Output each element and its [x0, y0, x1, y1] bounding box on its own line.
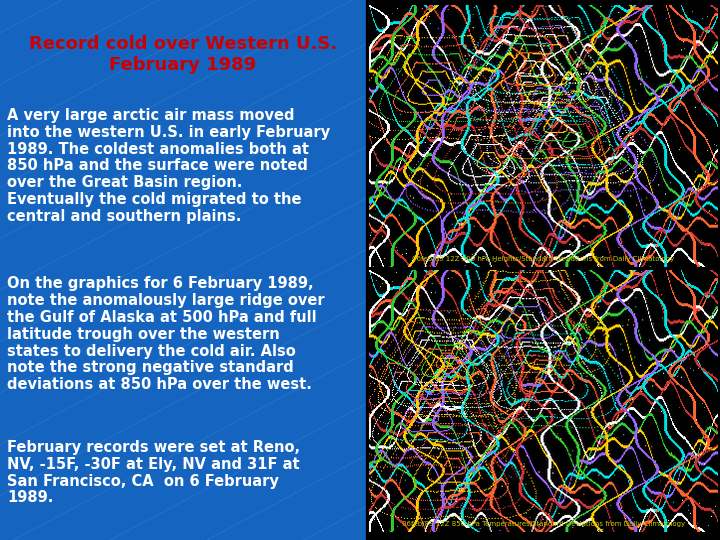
Text: A very large arctic air mass moved
into the western U.S. in early February
1989.: A very large arctic air mass moved into … — [7, 108, 330, 224]
Text: Record cold over Western U.S.
February 1989: Record cold over Western U.S. February 1… — [29, 35, 337, 74]
Text: On the graphics for 6 February 1989,
note the anomalously large ridge over
the G: On the graphics for 6 February 1989, not… — [7, 276, 325, 392]
Bar — [0, 0, 366, 540]
Text: 06feb/89 12Z 500 hPa Heights/Standard Deviations from Daily Climatology: 06feb/89 12Z 500 hPa Heights/Standard De… — [413, 256, 675, 262]
Text: February records were set at Reno,
NV, -15F, -30F at Ely, NV and 31F at
San Fran: February records were set at Reno, NV, -… — [7, 440, 300, 505]
Text: 06feb/89 12Z 850 hPa Temperatures/Standard Deviations from Daily Climatology: 06feb/89 12Z 850 hPa Temperatures/Standa… — [402, 521, 685, 526]
Bar — [366, 0, 720, 540]
